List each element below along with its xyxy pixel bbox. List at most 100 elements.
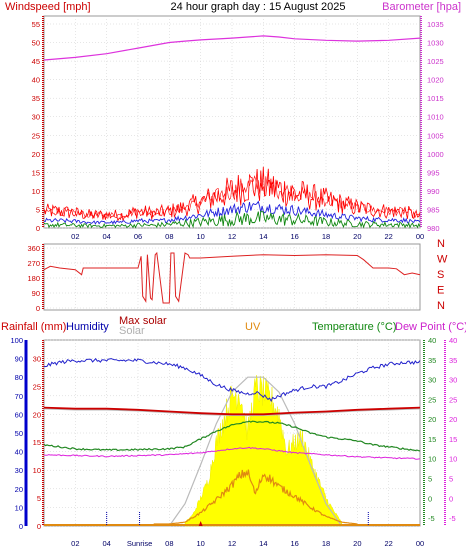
wind-tick-label: 0 xyxy=(36,224,40,233)
baro-tick-label: 1015 xyxy=(427,94,444,103)
legend-temperature: Temperature (°C) xyxy=(312,321,396,333)
humidity-tick-label: 60 xyxy=(15,410,23,419)
wind-x-tick-label: 22 xyxy=(384,232,392,241)
compass-label: W xyxy=(437,254,448,266)
wind-axis-title: Windspeed [mph] xyxy=(5,1,91,13)
wind-tick-label: 35 xyxy=(32,94,40,103)
dew-tick-label: 0 xyxy=(449,494,453,503)
humidity-tick-label: 10 xyxy=(15,503,23,512)
dew-tick-label: 30 xyxy=(449,376,457,385)
temperature-line xyxy=(43,420,421,452)
wind-x-tick-label: 20 xyxy=(353,232,361,241)
humidity-tick-label: 70 xyxy=(15,392,23,401)
climate-x-tick-label: 02 xyxy=(71,539,79,548)
compass-label: N xyxy=(437,238,445,250)
wind-tick-label: 30 xyxy=(32,113,40,122)
humidity-tick-label: 90 xyxy=(15,355,23,364)
wind-x-tick-label: 14 xyxy=(259,232,267,241)
wind-tick-label: 40 xyxy=(32,76,40,85)
humidity-tick-label: 50 xyxy=(15,429,23,438)
temp-tick-label: 5 xyxy=(428,475,432,484)
data-series xyxy=(43,35,421,527)
rainfall-line xyxy=(43,406,421,416)
rain-tick-label: 10 xyxy=(33,466,41,475)
dew-tick-label: 25 xyxy=(449,395,457,404)
dew-point-line xyxy=(43,446,421,460)
wind-tick-label: 5 xyxy=(36,205,40,214)
legend-max-solar: Max solar xyxy=(119,315,167,327)
baro-tick-label: 1025 xyxy=(427,57,444,66)
wind-gust-line xyxy=(43,166,421,222)
sunrise-label: Sunrise xyxy=(127,539,152,548)
wind-gust-line-2 xyxy=(43,175,421,219)
wind-average-line xyxy=(43,200,421,225)
rain-tick-label: 20 xyxy=(33,410,41,419)
wind-x-tick-label: 18 xyxy=(322,232,330,241)
wind-tick-label: 20 xyxy=(32,150,40,159)
baro-tick-label: 980 xyxy=(427,224,440,233)
baro-tick-label: 1005 xyxy=(427,131,444,140)
baro-tick-label: 1010 xyxy=(427,113,444,122)
chart-title: 24 hour graph day : 15 August 2025 xyxy=(171,1,346,13)
rain-tick-label: 15 xyxy=(33,438,41,447)
baro-tick-label: 985 xyxy=(427,205,440,214)
wind-x-tick-label: 04 xyxy=(102,232,110,241)
baro-tick-label: 1035 xyxy=(427,20,444,29)
humidity-tick-label: 100 xyxy=(10,336,23,345)
temp-tick-label: 40 xyxy=(428,336,436,345)
climate-x-tick-label: 10 xyxy=(196,539,204,548)
plot-panels xyxy=(24,15,446,527)
humidity-tick-label: 0 xyxy=(19,522,23,531)
wind-low-line xyxy=(43,210,421,229)
wind-x-tick-label: 16 xyxy=(290,232,298,241)
wind-x-tick-label: 12 xyxy=(228,232,236,241)
climate-x-tick-label: 08 xyxy=(165,539,173,548)
wind-x-tick-label: 06 xyxy=(134,232,142,241)
noon-marker xyxy=(198,521,203,526)
wind-x-tick-label: 00 xyxy=(416,232,424,241)
compass-label: S xyxy=(437,269,444,281)
direction-tick-label: 360 xyxy=(27,244,40,253)
humidity-tick-label: 30 xyxy=(15,466,23,475)
legend-dew-point: Dew Point (°C) xyxy=(395,321,466,333)
wind-tick-label: 50 xyxy=(32,39,40,48)
solar-fill-area xyxy=(184,375,342,527)
climate-x-tick-label: 14 xyxy=(259,539,267,548)
direction-tick-label: 270 xyxy=(27,259,40,268)
baro-tick-label: 1000 xyxy=(427,150,444,159)
climate-x-tick-label: 20 xyxy=(353,539,361,548)
wind-tick-label: 55 xyxy=(32,20,40,29)
rain-tick-label: 30 xyxy=(33,354,41,363)
wind-tick-label: 15 xyxy=(32,168,40,177)
dew-tick-label: 40 xyxy=(449,336,457,345)
climate-x-tick-label: 16 xyxy=(290,539,298,548)
temp-tick-label: 10 xyxy=(428,455,436,464)
rainfall-shadow-line xyxy=(43,407,421,417)
rain-tick-label: 0 xyxy=(37,522,41,531)
temp-tick-label: 30 xyxy=(428,376,436,385)
rain-tick-label: 25 xyxy=(33,382,41,391)
dew-tick-label: 15 xyxy=(449,435,457,444)
dew-tick-label: 10 xyxy=(449,455,457,464)
wind-direction-line xyxy=(43,251,421,304)
temp-tick-label: 20 xyxy=(428,415,436,424)
direction-tick-label: 0 xyxy=(36,304,40,313)
dew-tick-label: 35 xyxy=(449,356,457,365)
baro-tick-label: 1030 xyxy=(427,39,444,48)
dew-tick-label: 20 xyxy=(449,415,457,424)
dew-tick-label: -5 xyxy=(449,514,456,523)
dew-tick-label: 5 xyxy=(449,475,453,484)
rain-tick-label: 5 xyxy=(37,494,41,503)
humidity-tick-label: 20 xyxy=(15,485,23,494)
wind-x-tick-label: 10 xyxy=(196,232,204,241)
wind-tick-label: 10 xyxy=(32,187,40,196)
humidity-tick-label: 40 xyxy=(15,448,23,457)
temp-tick-label: 25 xyxy=(428,395,436,404)
barometer-line xyxy=(43,35,421,61)
wind-tick-label: 45 xyxy=(32,57,40,66)
baro-tick-label: 990 xyxy=(427,187,440,196)
axis-ticks: 0510152025303540455055980985990995100010… xyxy=(10,20,457,548)
compass-label: E xyxy=(437,285,444,297)
humidity-line xyxy=(43,357,421,403)
legend-solar: Solar xyxy=(119,325,145,337)
